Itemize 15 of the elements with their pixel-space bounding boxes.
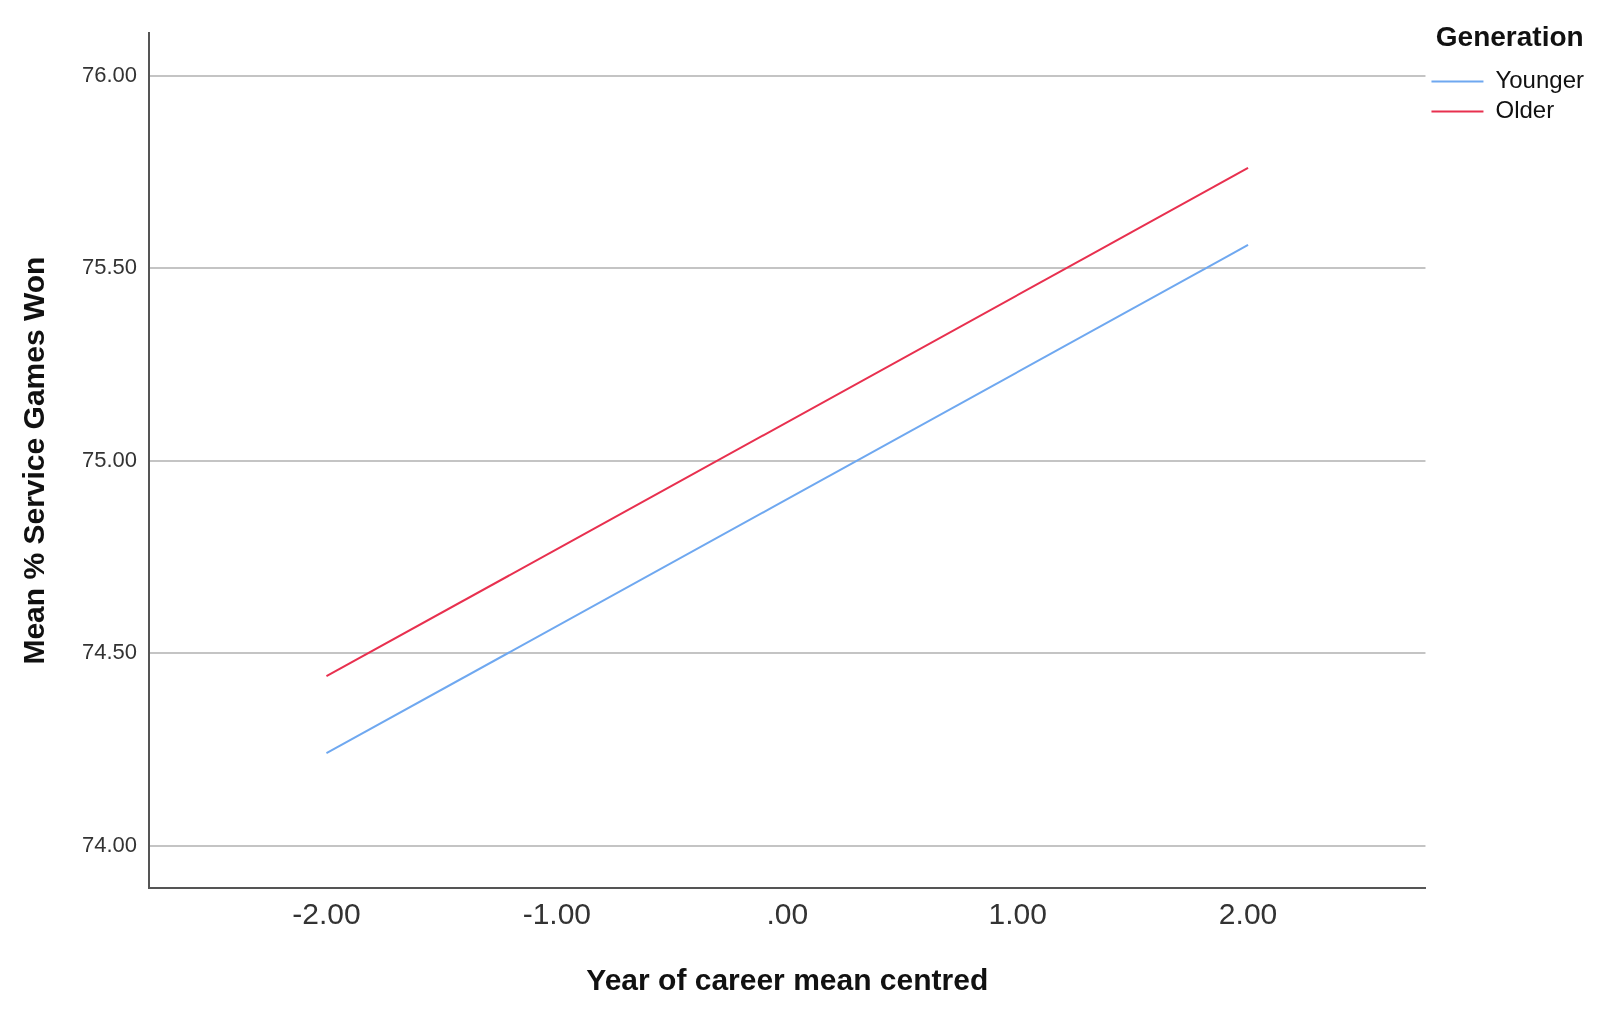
y-tick-label: 74.00 xyxy=(81,831,138,857)
legend-title: Generation xyxy=(1435,20,1584,52)
y-axis-title: Mean % Service Games Won xyxy=(17,256,51,665)
y-tick-label: 75.50 xyxy=(81,254,138,280)
legend-label: Younger xyxy=(1495,66,1585,94)
y-tick-label: 75.00 xyxy=(81,446,138,472)
x-axis-title: Year of career mean centred xyxy=(586,963,989,997)
y-tick-label: 74.50 xyxy=(81,639,138,665)
x-tick-label: -1.00 xyxy=(522,897,592,931)
x-tick-label: 2.00 xyxy=(1218,897,1278,931)
x-tick-label: .00 xyxy=(766,897,809,931)
legend-label: Older xyxy=(1495,96,1555,124)
y-tick-label: 76.00 xyxy=(81,61,138,87)
x-tick-label: 1.00 xyxy=(988,897,1047,931)
x-tick-label: -2.00 xyxy=(292,897,361,931)
